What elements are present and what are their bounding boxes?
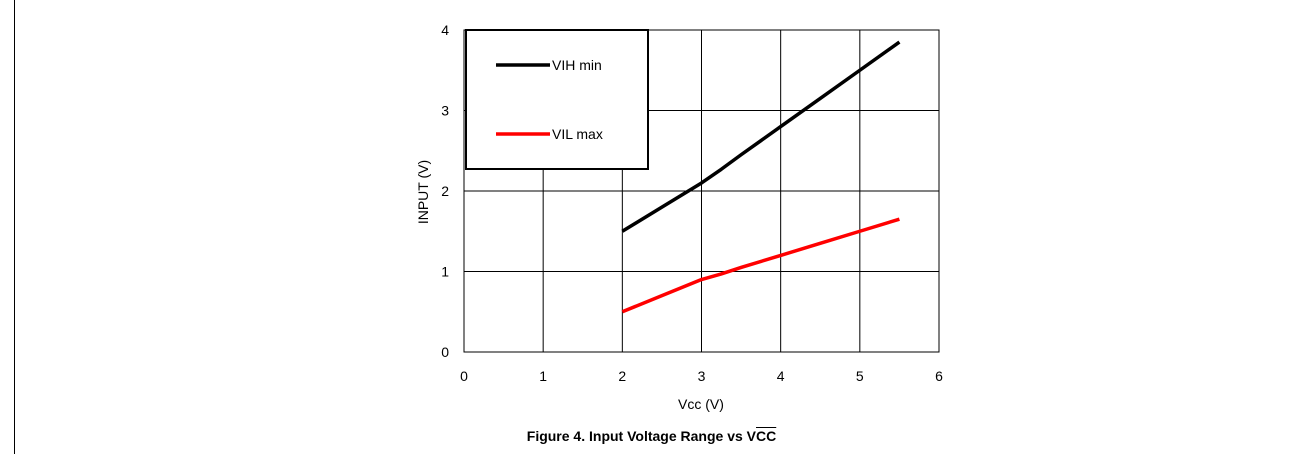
y-tick-label: 0 bbox=[441, 344, 449, 360]
x-tick-label: 5 bbox=[856, 368, 864, 384]
x-tick-label: 2 bbox=[618, 368, 626, 384]
legend-label: VIH min bbox=[552, 57, 602, 73]
y-tick-label: 1 bbox=[441, 264, 449, 280]
x-tick-label: 6 bbox=[935, 368, 943, 384]
series-line-vil-max bbox=[621, 217, 900, 314]
chart-legend: VIH min VIL max bbox=[465, 29, 649, 170]
y-tick-label: 3 bbox=[441, 103, 449, 119]
x-tick-label: 4 bbox=[777, 368, 785, 384]
x-tick-label: 0 bbox=[460, 368, 468, 384]
plot-border bbox=[463, 29, 940, 353]
x-axis-title: Vcc (V) bbox=[678, 396, 724, 412]
figure-caption: Figure 4. Input Voltage Range vs VCC bbox=[0, 428, 1303, 444]
caption-text: Figure 4. Input Voltage Range vs V bbox=[526, 428, 756, 444]
chart-ticks: 0 1 2 3 4 5 6 0 1 2 3 4 bbox=[441, 22, 943, 384]
chart-grid bbox=[463, 29, 940, 353]
y-axis-title: INPUT (V) bbox=[415, 160, 431, 224]
legend-label: VIL max bbox=[552, 126, 603, 142]
input-voltage-chart: VIH min VIL max 0 1 2 3 4 5 6 0 1 2 3 4 Vcc (V) INPU… bbox=[415, 22, 943, 412]
legend-box bbox=[465, 29, 649, 170]
chart-series bbox=[621, 40, 901, 314]
x-tick-label: 3 bbox=[698, 368, 706, 384]
y-tick-label: 2 bbox=[441, 183, 449, 199]
y-tick-label: 4 bbox=[441, 22, 449, 38]
series-line-vih-min bbox=[621, 40, 901, 233]
figure-frame bbox=[14, 0, 1303, 454]
x-tick-label: 1 bbox=[539, 368, 547, 384]
caption-overlined-text: CC bbox=[756, 428, 777, 444]
